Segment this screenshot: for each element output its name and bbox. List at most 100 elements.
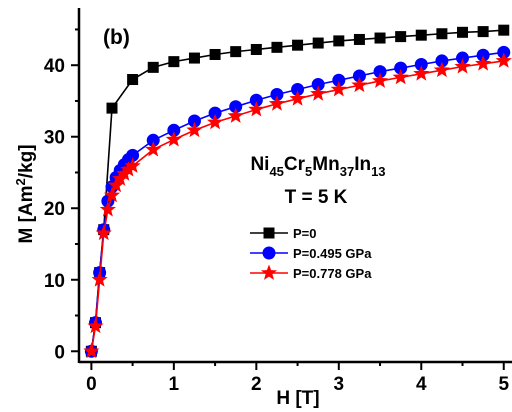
data-point	[167, 123, 181, 137]
data-point	[454, 58, 471, 74]
data-point	[333, 35, 345, 47]
compound-label: Ni45Cr5Mn37In13	[250, 154, 385, 179]
data-point	[457, 26, 469, 38]
y-axis-title: M [Am2/kg]	[13, 144, 37, 243]
data-point	[374, 32, 386, 44]
y-axis-title-part: /kg]	[16, 144, 37, 178]
legend: P=0 P=0.495 GPa P=0.778 GPa	[250, 226, 372, 281]
x-tick-label: 0	[86, 374, 97, 395]
data-point	[475, 55, 492, 71]
series-layer	[83, 24, 512, 359]
data-point	[394, 61, 408, 75]
data-point	[292, 39, 304, 51]
data-point	[353, 33, 365, 45]
legend-label: P=0.778 GPa	[293, 266, 372, 281]
data-point	[227, 107, 244, 123]
data-point	[268, 95, 286, 111]
data-point	[187, 114, 201, 128]
y-tick-label: 40	[44, 56, 65, 77]
compound-element: Ni	[250, 154, 269, 175]
compound-subscript: 45	[269, 164, 283, 179]
y-tick-label: 10	[44, 271, 65, 292]
data-point	[311, 78, 325, 92]
data-point	[352, 69, 366, 83]
data-point	[126, 148, 140, 162]
compound-subscript: 13	[371, 164, 385, 179]
data-point	[165, 131, 182, 147]
data-point	[230, 46, 242, 58]
data-point	[120, 161, 137, 177]
data-point	[186, 121, 203, 138]
x-tick-label: 2	[251, 374, 262, 395]
data-point	[373, 65, 387, 79]
data-point	[414, 57, 428, 71]
data-point	[413, 65, 430, 81]
legend-item: P=0.495 GPa	[250, 246, 372, 261]
data-point	[229, 100, 243, 114]
x-tick-label: 4	[416, 374, 427, 395]
data-point	[371, 72, 389, 88]
data-point	[497, 45, 511, 59]
y-axis-title-sup: 2	[13, 178, 28, 185]
legend-marker	[260, 264, 278, 280]
data-point	[456, 51, 470, 65]
data-point	[310, 85, 327, 101]
temperature-label: T = 5 K	[285, 187, 348, 208]
compound-element: In	[354, 154, 371, 175]
y-axis-title-part: M [Am	[16, 185, 37, 243]
data-point	[415, 29, 427, 41]
data-point	[330, 81, 347, 97]
data-point	[145, 141, 162, 157]
x-tick-label: 5	[498, 374, 509, 395]
data-point	[249, 93, 263, 107]
data-point	[332, 73, 346, 87]
data-point	[312, 37, 324, 49]
data-point	[433, 61, 450, 78]
data-point	[95, 224, 112, 241]
data-point	[188, 52, 200, 64]
data-point	[351, 76, 368, 93]
data-point	[270, 88, 284, 102]
data-point	[250, 43, 262, 55]
x-tick-label: 3	[334, 374, 345, 395]
data-point	[127, 74, 139, 86]
data-point	[436, 28, 448, 40]
y-tick-label: 20	[44, 199, 65, 220]
data-point	[103, 186, 121, 203]
x-tick-label: 1	[169, 374, 180, 395]
data-point	[146, 133, 160, 147]
compound-element: Mn	[312, 154, 339, 175]
legend-item: P=0	[250, 226, 317, 241]
compound-subscript: 5	[305, 164, 312, 179]
x-axis-title: H [T]	[276, 388, 319, 409]
legend-label: P=0	[293, 226, 317, 241]
data-point	[83, 342, 100, 359]
compound-subscript: 37	[340, 164, 354, 179]
compound-element: Cr	[284, 154, 306, 175]
legend-marker	[262, 246, 276, 260]
data-point	[435, 54, 449, 68]
legend-label: P=0.495 GPa	[293, 246, 372, 261]
data-point	[477, 26, 489, 38]
data-point	[106, 102, 118, 114]
legend-item: P=0.778 GPa	[250, 264, 372, 281]
data-point	[209, 48, 221, 60]
data-point	[208, 106, 222, 120]
data-point	[248, 101, 265, 117]
y-tick-label: 0	[54, 342, 65, 363]
data-point	[476, 48, 490, 62]
data-point	[289, 90, 306, 106]
data-point	[207, 113, 224, 130]
data-point	[495, 52, 512, 68]
data-point	[291, 83, 305, 97]
data-point	[124, 157, 141, 173]
y-tick-label: 30	[44, 128, 65, 149]
data-point	[87, 317, 104, 334]
data-point	[392, 68, 409, 85]
data-point	[271, 41, 283, 53]
data-point	[147, 61, 159, 73]
data-point	[91, 271, 108, 287]
series-3	[83, 52, 512, 359]
